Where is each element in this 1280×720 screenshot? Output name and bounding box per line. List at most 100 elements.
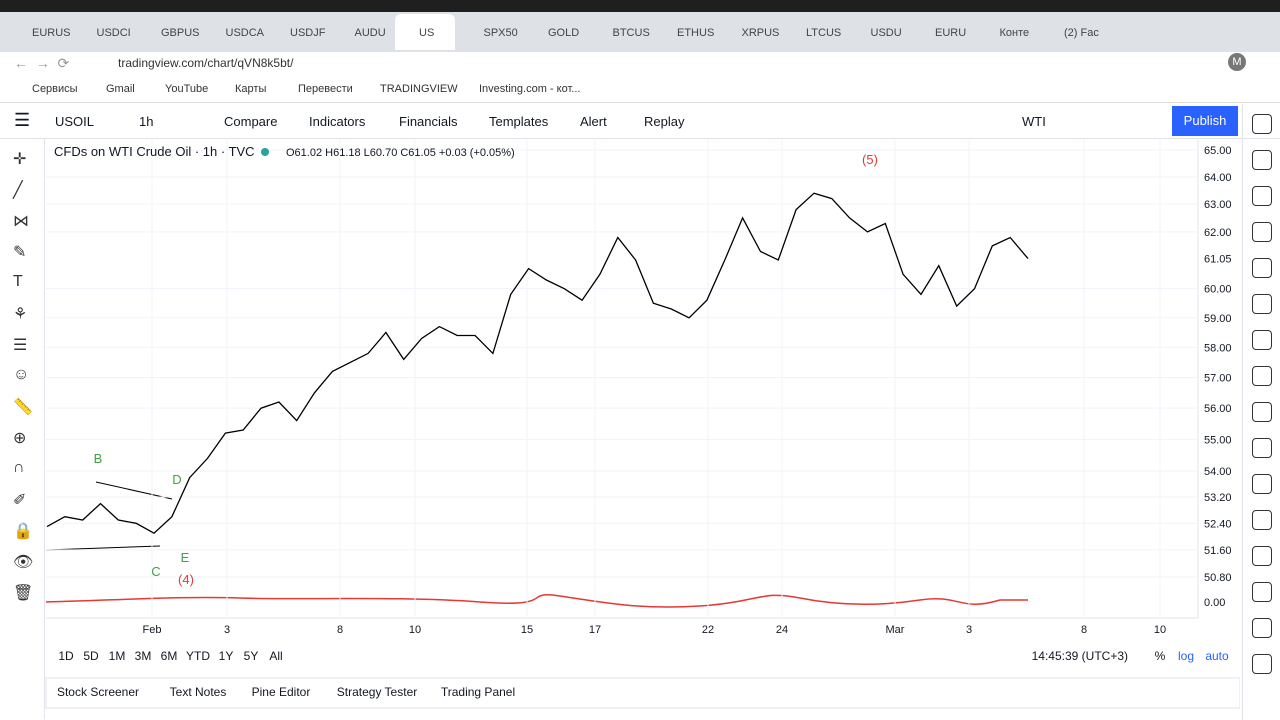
toolbar-button[interactable]: Replay [644, 114, 685, 129]
toolbar-button[interactable]: Templates [489, 114, 549, 129]
sidebar-icon[interactable] [1252, 366, 1272, 386]
tool-icon[interactable]: ✛ [13, 151, 27, 168]
sidebar-icon[interactable] [1252, 114, 1272, 134]
toolbar-button[interactable]: Indicators [309, 114, 366, 129]
sidebar-icon[interactable] [1252, 294, 1272, 314]
tool-icon[interactable]: ∩ [13, 459, 25, 476]
tool-icon[interactable]: ✐ [13, 492, 27, 509]
range-button[interactable]: YTD [186, 649, 210, 663]
tab[interactable]: USDJF [290, 27, 326, 39]
y-tick-label: 60.00 [1204, 284, 1232, 296]
bookmarks-bar: Сервисы Gmail YouTube Карты Перевести TRADING… [0, 76, 1280, 103]
tool-icon[interactable]: 🔒 [13, 523, 33, 540]
bookmark[interactable]: Gmail [106, 83, 135, 95]
range-button[interactable]: 6M [161, 649, 178, 663]
nav-buttons[interactable]: ← → ⟳ [14, 55, 70, 71]
panel-tab[interactable]: Strategy Tester [337, 685, 417, 699]
sidebar-icon[interactable] [1252, 402, 1272, 422]
tab[interactable]: SPX50 [483, 27, 518, 39]
wave-label: D [172, 472, 181, 487]
sidebar-icon[interactable] [1252, 222, 1272, 242]
range-button[interactable]: 1M [109, 649, 126, 663]
x-tick-label: 8 [1081, 624, 1087, 636]
publish-button[interactable]: Publish [1172, 106, 1238, 136]
tool-icon[interactable]: 🗑 [13, 585, 34, 602]
panel-tab[interactable]: Trading Panel [441, 685, 515, 699]
range-button[interactable]: 3M [135, 649, 152, 663]
tab[interactable]: EURUS [32, 27, 71, 39]
sidebar-icon[interactable] [1252, 582, 1272, 602]
wave-label: (5) [862, 152, 878, 167]
sidebar-icon[interactable] [1252, 546, 1272, 566]
tool-icon[interactable]: 👁 [13, 554, 34, 571]
tab[interactable]: (2) Fac [1064, 27, 1099, 39]
sidebar-icon[interactable] [1252, 474, 1272, 494]
tool-icon[interactable]: 📏 [13, 399, 33, 416]
y-tick-label: 65.00 [1204, 145, 1232, 157]
sidebar-icon[interactable] [1252, 438, 1272, 458]
tool-icon[interactable]: ⋈ [13, 213, 29, 230]
range-button[interactable]: 5Y [244, 649, 259, 663]
bookmark[interactable]: Перевести [298, 83, 353, 95]
tab[interactable]: ETHUS [677, 27, 715, 39]
range-button[interactable]: 1D [58, 649, 74, 663]
tab[interactable]: Конте [999, 27, 1030, 39]
sidebar-icon[interactable] [1252, 258, 1272, 278]
y-tick-label: 50.80 [1204, 572, 1232, 584]
trend-line [45, 545, 161, 551]
bookmark[interactable]: TRADINGVIEW [380, 83, 458, 95]
tab[interactable]: XRPUS [741, 27, 780, 39]
tool-icon[interactable]: ✎ [13, 244, 27, 261]
tab[interactable]: GOLD [548, 27, 580, 39]
chart-legend: CFDs on WTI Crude Oil · 1h · TVC [54, 144, 255, 159]
sidebar-icon[interactable] [1252, 330, 1272, 350]
url[interactable]: tradingview.com/chart/qVN8k5bt/ [118, 56, 294, 70]
sidebar-icon[interactable] [1252, 618, 1272, 638]
panel-tab[interactable]: Pine Editor [252, 685, 311, 699]
scale-option[interactable]: % [1155, 649, 1166, 663]
range-button[interactable]: All [269, 649, 282, 663]
scale-option[interactable]: auto [1205, 649, 1229, 663]
y-tick-label: 55.00 [1204, 434, 1232, 446]
wave-label: B [94, 451, 103, 466]
range-button[interactable]: 1Y [219, 649, 234, 663]
tab[interactable]: US [395, 14, 455, 50]
tab[interactable]: USDU [870, 27, 902, 39]
bookmark[interactable]: Investing.com - кот... [479, 83, 581, 95]
tab[interactable]: USDCA [225, 27, 265, 39]
toolbar-button[interactable]: Alert [580, 114, 607, 129]
scale-option[interactable]: log [1178, 649, 1194, 663]
sidebar-icon[interactable] [1252, 150, 1272, 170]
tool-icon[interactable]: ⊕ [13, 430, 27, 447]
panel-tab[interactable]: Text Notes [170, 685, 227, 699]
tab[interactable]: LTCUS [806, 27, 842, 39]
profile[interactable]: M [1228, 53, 1246, 71]
symbol[interactable]: USOIL [55, 114, 95, 129]
menu[interactable]: ☰ [14, 110, 31, 130]
tool-icon[interactable]: ☰ [13, 337, 28, 354]
panel-tab[interactable]: Stock Screener [57, 685, 139, 699]
bookmark[interactable]: YouTube [165, 83, 209, 95]
y-tick-label: 63.00 [1204, 199, 1232, 211]
toolbar-button[interactable]: Compare [224, 114, 278, 129]
bookmark[interactable]: Карты [235, 83, 267, 95]
sidebar-icon[interactable] [1252, 510, 1272, 530]
tab[interactable]: USDCI [96, 27, 131, 39]
ohlc: O61.02 H61.18 L60.70 C61.05 +0.03 (+0.05… [286, 147, 515, 159]
instrument[interactable]: WTI [1022, 114, 1046, 129]
range-button[interactable]: 5D [83, 649, 99, 663]
interval[interactable]: 1h [139, 114, 154, 129]
tab[interactable]: EURU [935, 27, 967, 39]
tab[interactable]: AUDU [354, 27, 386, 39]
toolbar-button[interactable]: Financials [399, 114, 458, 129]
tool-icon[interactable]: ╱ [13, 182, 23, 199]
sidebar-icon[interactable] [1252, 654, 1272, 674]
tool-icon[interactable]: ☺ [13, 366, 30, 383]
tab[interactable]: BTCUS [612, 27, 650, 39]
window-frame [0, 0, 1280, 12]
bookmark[interactable]: Сервисы [32, 83, 78, 95]
tool-icon[interactable]: ⚘ [13, 306, 28, 323]
sidebar-icon[interactable] [1252, 186, 1272, 206]
tool-icon[interactable]: T [13, 273, 23, 290]
tab[interactable]: GBPUS [161, 27, 200, 39]
